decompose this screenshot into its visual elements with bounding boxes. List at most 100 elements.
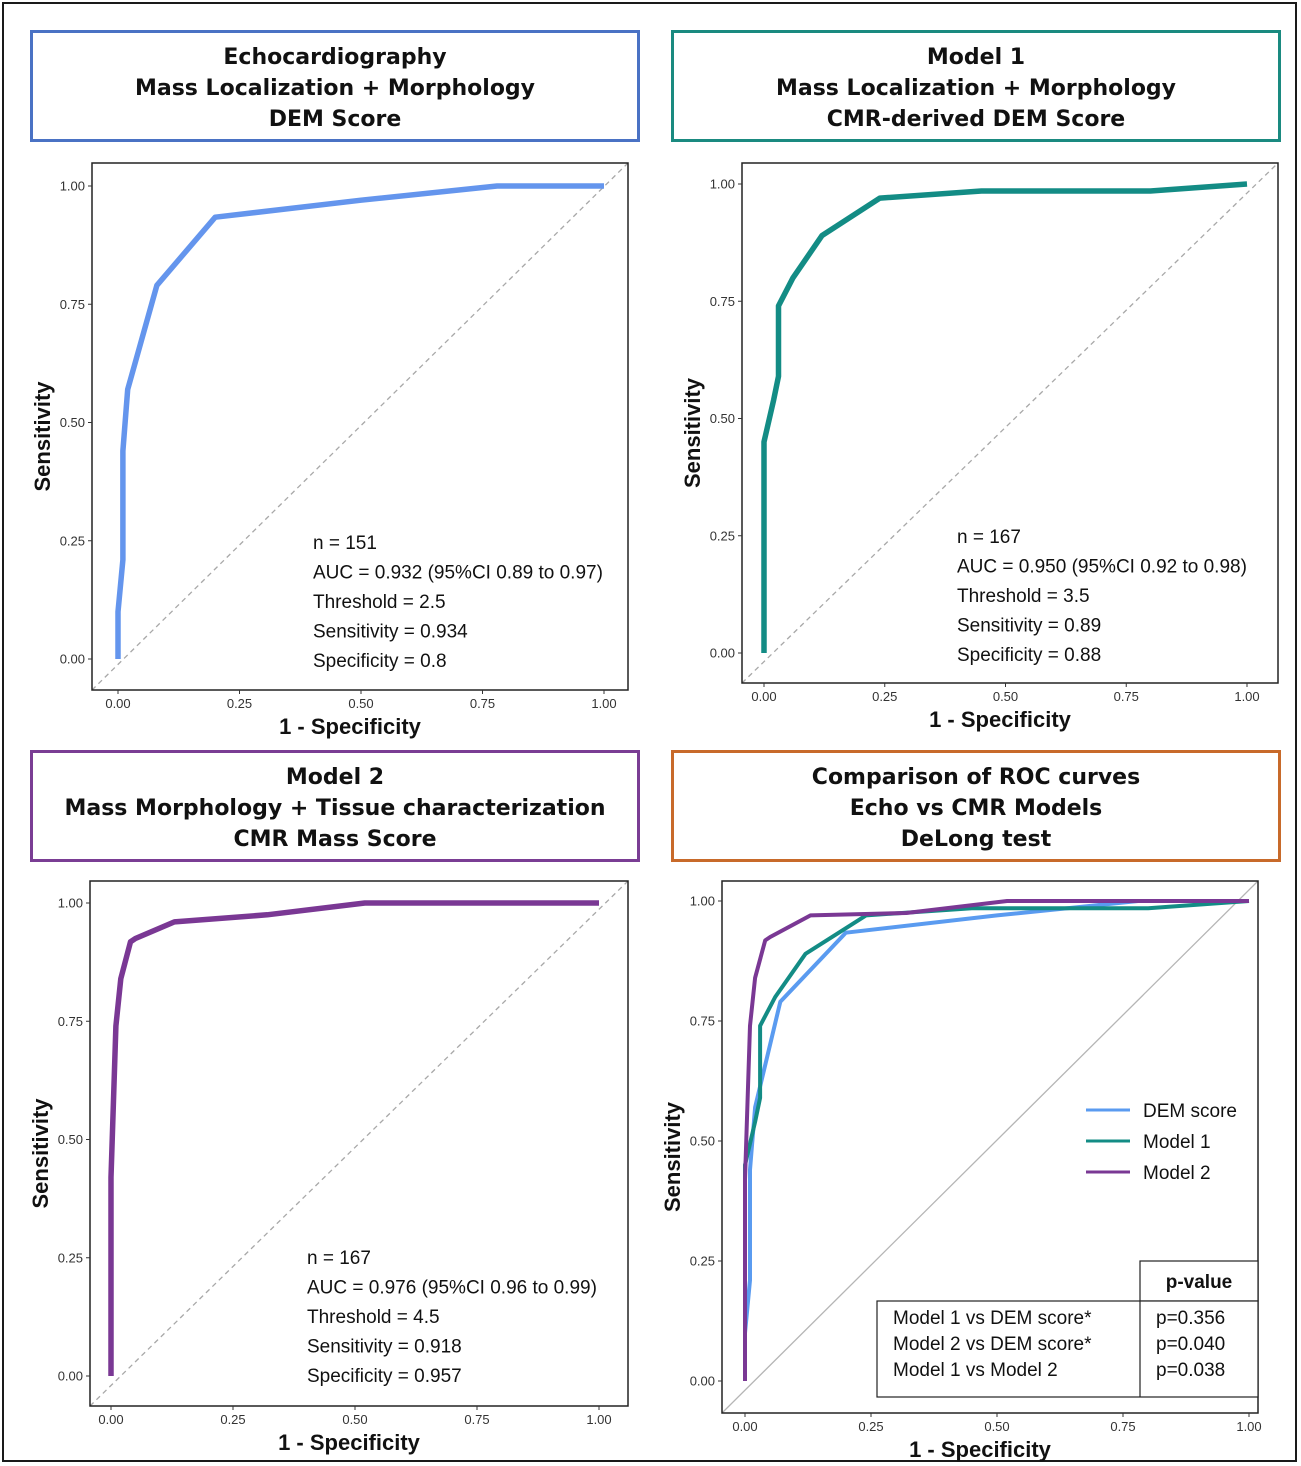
- annotation-text: AUC = 0.950 (95%CI 0.92 to 0.98): [957, 557, 1247, 578]
- title-box-echo: Echocardiography Mass Localization + Mor…: [30, 30, 640, 142]
- y-tick-label: 0.25: [690, 1254, 715, 1269]
- reference-diagonal: [721, 880, 1259, 1414]
- y-tick-label: 0.75: [690, 1014, 715, 1029]
- roc-chart-echo: 0.00 0.25 0.50 0.75 1.00 0.00 0.25 0.50 0.75 1.00…: [30, 162, 629, 739]
- x-tick-label: 0.25: [227, 696, 252, 711]
- title-line: Echo vs CMR Models: [849, 796, 1103, 821]
- legend-label: DEM score: [1143, 1101, 1237, 1122]
- x-tick-label: 0.00: [105, 696, 130, 711]
- pvalue-row-value: p=0.040: [1156, 1334, 1225, 1355]
- roc-curve-series-0: [108, 900, 599, 1376]
- legend-label: Model 1: [1143, 1132, 1211, 1153]
- y-tick-label: 0.50: [58, 1132, 83, 1147]
- annotation-text: Threshold = 4.5: [307, 1307, 440, 1328]
- annotation-text: AUC = 0.976 (95%CI 0.96 to 0.99): [307, 1278, 597, 1299]
- y-tick-label: 0.00: [690, 1374, 715, 1389]
- x-tick-label: 0.25: [872, 689, 897, 704]
- title-box-model1: Model 1 Mass Localization + Morphology C…: [671, 30, 1281, 142]
- annotation-text: Threshold = 3.5: [957, 586, 1090, 607]
- pvalue-row-label: Model 2 vs DEM score*: [893, 1334, 1092, 1355]
- x-tick-label: 0.50: [993, 689, 1018, 704]
- x-axis-title: 1 - Specificity: [929, 707, 1072, 732]
- pvalue-header-cell: [1139, 1260, 1259, 1302]
- y-axis-title: Sensitivity: [30, 381, 55, 492]
- y-axis-title: Sensitivity: [660, 1101, 685, 1212]
- y-tick-label: 0.50: [690, 1134, 715, 1149]
- x-tick-label: 0.50: [984, 1419, 1009, 1434]
- y-tick-label: 1.00: [690, 894, 715, 909]
- title-line: CMR-derived DEM Score: [826, 107, 1126, 132]
- pvalue-row-value: p=0.038: [1156, 1360, 1225, 1381]
- x-tick-label: 0.00: [732, 1419, 757, 1434]
- plot-border: [91, 162, 629, 691]
- roc-curve-model-1: [743, 899, 1250, 1381]
- y-tick-label: 0.25: [710, 528, 735, 543]
- x-tick-label: 1.00: [1234, 689, 1259, 704]
- x-tick-label: 0.50: [342, 1412, 367, 1427]
- roc-chart-model1: 0.00 0.25 0.50 0.75 1.00 0.00 0.25 0.50 0.75 1.00…: [680, 162, 1279, 732]
- y-tick-label: 0.00: [60, 652, 85, 667]
- x-tick-label: 0.75: [464, 1412, 489, 1427]
- plot-border: [89, 880, 629, 1407]
- annotation-text: Sensitivity = 0.89: [957, 616, 1101, 637]
- annotation-text: Sensitivity = 0.918: [307, 1337, 462, 1358]
- y-tick-label: 0.25: [58, 1250, 83, 1265]
- title-line: Mass Localization + Morphology: [134, 76, 536, 101]
- title-box-comparison: Comparison of ROC curves Echo vs CMR Mod…: [671, 750, 1281, 862]
- title-box-model2: Model 2 Mass Morphology + Tissue charact…: [30, 750, 640, 862]
- y-tick-label: 0.75: [58, 1014, 83, 1029]
- pvalue-row-label: Model 1 vs Model 2: [893, 1360, 1058, 1381]
- title-line: Mass Morphology + Tissue characterizatio…: [64, 796, 606, 821]
- y-tick-label: 0.00: [710, 646, 735, 661]
- annotation-text: n = 167: [307, 1248, 371, 1269]
- x-tick-label: 0.25: [220, 1412, 245, 1427]
- x-tick-label: 0.25: [858, 1419, 883, 1434]
- x-tick-label: 0.75: [1114, 689, 1139, 704]
- y-tick-label: 1.00: [710, 177, 735, 192]
- legend-label: Model 2: [1143, 1163, 1211, 1184]
- y-tick-label: 0.50: [60, 415, 85, 430]
- y-axis-title: Sensitivity: [680, 377, 705, 488]
- title-line: CMR Mass Score: [233, 827, 437, 852]
- pvalue-row-label: Model 1 vs DEM score*: [893, 1308, 1092, 1329]
- x-tick-label: 1.00: [1236, 1419, 1261, 1434]
- title-line: Echocardiography: [223, 45, 447, 70]
- x-axis-title: 1 - Specificity: [279, 714, 422, 739]
- y-tick-label: 0.25: [60, 533, 85, 548]
- roc-curve-series-0: [115, 183, 604, 659]
- annotation-text: AUC = 0.932 (95%CI 0.89 to 0.97): [313, 563, 603, 584]
- annotation-text: Threshold = 2.5: [313, 592, 446, 613]
- roc-curve-model-2: [743, 899, 1249, 1381]
- pvalue-header: p-value: [1166, 1272, 1233, 1293]
- roc-chart-model2: 0.00 0.25 0.50 0.75 1.00 0.00 0.25 0.50 0.75 1.00…: [28, 880, 629, 1455]
- x-tick-label: 0.50: [348, 696, 373, 711]
- y-axis-title: Sensitivity: [28, 1098, 53, 1209]
- x-tick-label: 0.75: [470, 696, 495, 711]
- annotation-text: Specificity = 0.8: [313, 651, 447, 672]
- x-tick-label: 0.75: [1110, 1419, 1135, 1434]
- annotation-text: Specificity = 0.957: [307, 1366, 462, 1387]
- y-tick-label: 0.75: [60, 297, 85, 312]
- title-line: DEM Score: [268, 107, 402, 132]
- title-line: Mass Localization + Morphology: [775, 76, 1177, 101]
- x-axis-title: 1 - Specificity: [278, 1430, 421, 1455]
- x-tick-label: 0.00: [751, 689, 776, 704]
- reference-diagonal: [741, 162, 1279, 684]
- x-tick-label: 1.00: [591, 696, 616, 711]
- plot-border: [741, 162, 1279, 684]
- annotation-text: Specificity = 0.88: [957, 645, 1101, 666]
- title-line: Comparison of ROC curves: [811, 765, 1141, 790]
- title-line: DeLong test: [900, 827, 1052, 852]
- x-axis-title: 1 - Specificity: [909, 1437, 1052, 1462]
- annotation-text: n = 151: [313, 533, 377, 554]
- annotation-text: Sensitivity = 0.934: [313, 622, 468, 643]
- y-tick-label: 0.75: [710, 294, 735, 309]
- title-line: Model 1: [926, 45, 1026, 70]
- x-tick-label: 0.00: [98, 1412, 123, 1427]
- roc-chart-comparison: 0.00 0.25 0.50 0.75 1.00 0.00 0.25 0.50 0.75 1.00…: [660, 880, 1262, 1462]
- plot-border: [721, 880, 1259, 1414]
- y-tick-label: 1.00: [58, 896, 83, 911]
- pvalue-row-value: p=0.356: [1156, 1308, 1225, 1329]
- y-tick-label: 0.00: [58, 1369, 83, 1384]
